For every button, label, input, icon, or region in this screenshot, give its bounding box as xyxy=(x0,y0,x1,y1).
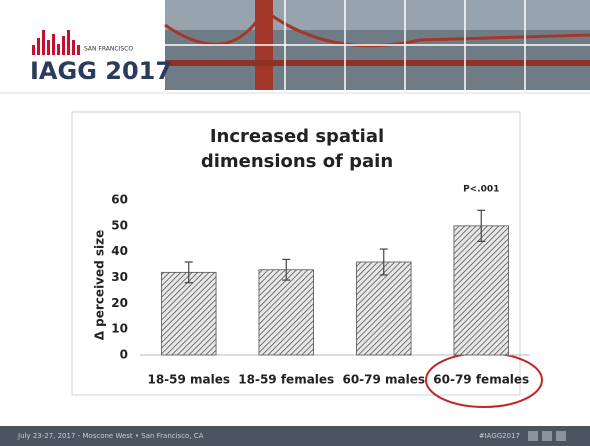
slide-canvas: SAN FRANCISCO IAGG 2017 Δ perceived size… xyxy=(0,0,590,446)
social-icon xyxy=(556,431,566,441)
slide: SAN FRANCISCO IAGG 2017 Δ perceived size… xyxy=(0,0,590,446)
bar xyxy=(161,272,216,355)
x-tick-label: 60-79 females xyxy=(433,373,529,387)
y-tick-label: 60 xyxy=(111,193,128,207)
bar xyxy=(259,270,314,355)
y-tick-label: 10 xyxy=(111,322,128,336)
y-tick-label: 40 xyxy=(111,244,128,258)
footer-left: July 23-27, 2017 - Moscone West • San Fr… xyxy=(17,432,204,440)
social-icon xyxy=(542,431,552,441)
y-tick-label: 0 xyxy=(120,348,128,362)
logo-city: SAN FRANCISCO xyxy=(84,46,133,53)
y-tick-label: 30 xyxy=(111,270,128,284)
bar xyxy=(356,262,411,355)
x-tick-label: 18-59 males xyxy=(147,373,230,387)
bar xyxy=(454,226,509,355)
y-tick-label: 50 xyxy=(111,218,128,232)
y-tick-label: 20 xyxy=(111,296,128,310)
logo-bars xyxy=(32,30,80,55)
social-icon xyxy=(528,431,538,441)
y-axis-label: Δ perceived size xyxy=(93,230,107,341)
x-tick-label: 18-59 females xyxy=(238,373,334,387)
annotation: P<.001 xyxy=(463,185,499,195)
x-tick-label: 60-79 males xyxy=(342,373,425,387)
footer-right: #IAGG2017 xyxy=(479,432,520,440)
logo-name: IAGG 2017 xyxy=(30,57,172,85)
chart-title: Increased spatial dimensions of pain xyxy=(167,124,427,174)
bridge-deck xyxy=(165,60,590,66)
banner-sky xyxy=(165,0,590,30)
